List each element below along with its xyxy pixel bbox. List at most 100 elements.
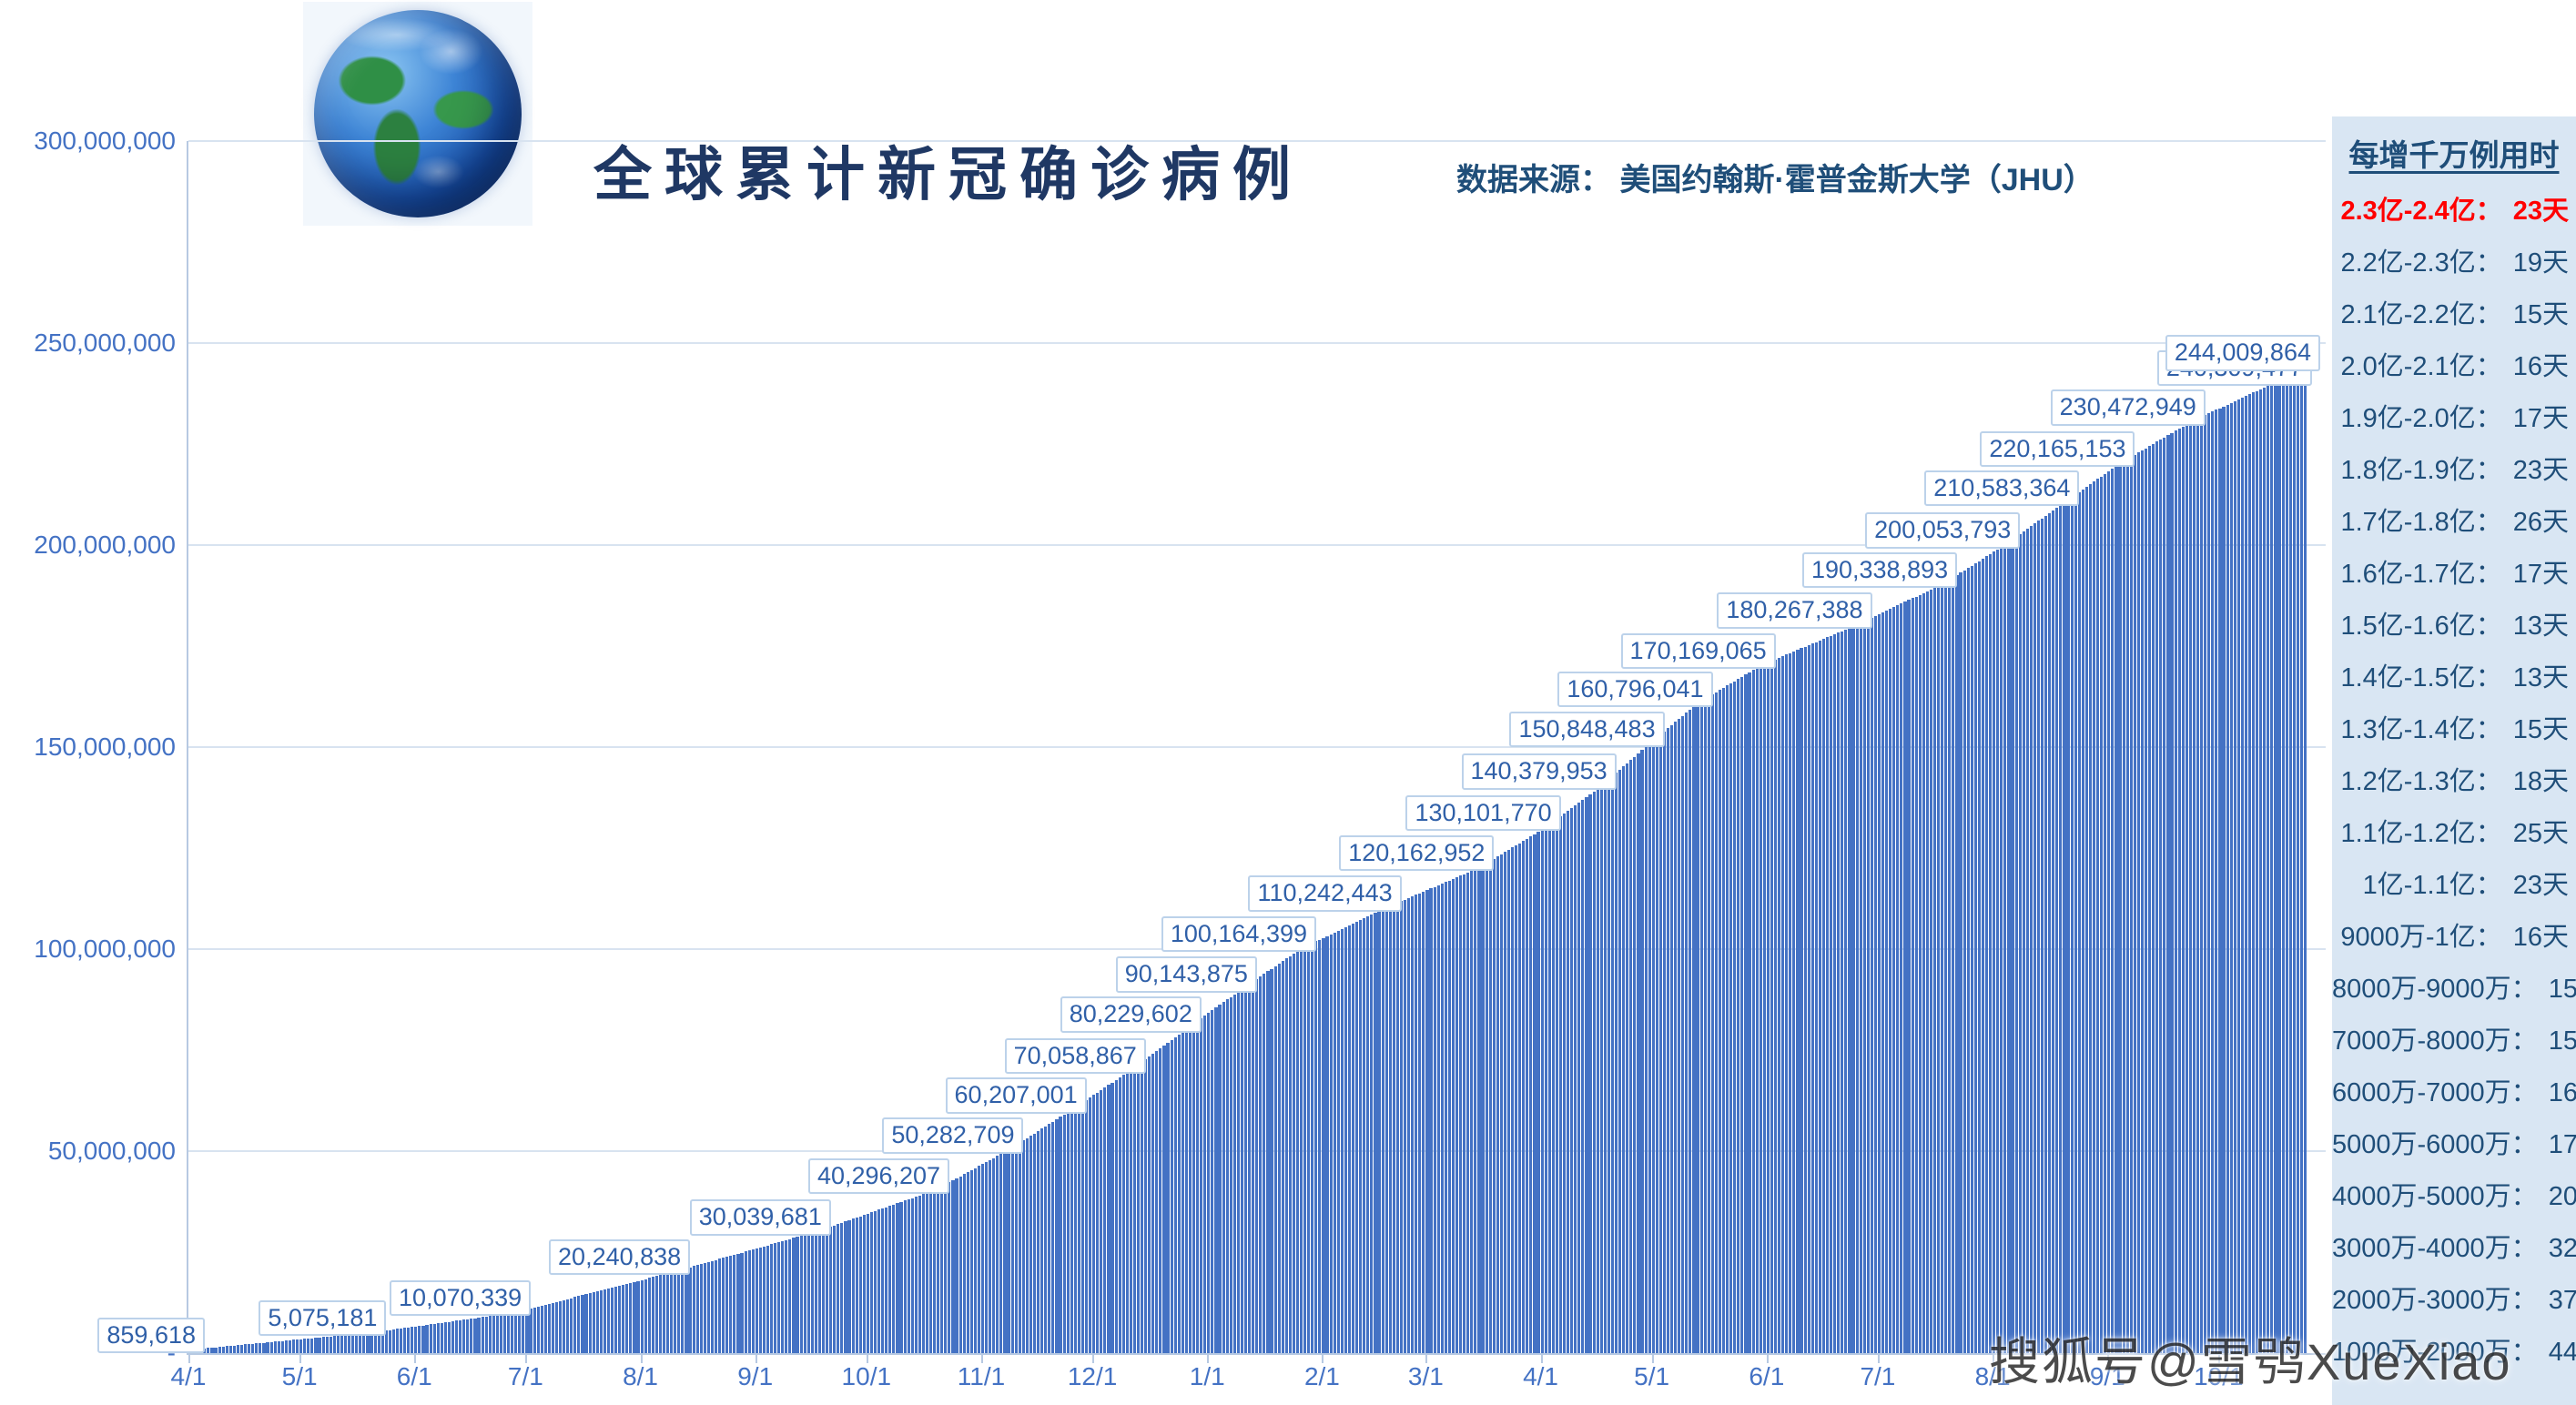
daily-bar — [1577, 802, 1581, 1353]
daily-bar — [1996, 549, 2000, 1353]
daily-bar — [1029, 1136, 1033, 1353]
daily-bar — [640, 1279, 644, 1353]
panel-row: 1亿-1.1亿： 23天 — [2332, 860, 2576, 912]
daily-bar — [1837, 632, 1841, 1353]
daily-bar — [443, 1322, 447, 1353]
x-axis-tick-label: 9/1 — [2089, 1362, 2125, 1390]
daily-bar — [2215, 409, 2218, 1353]
daily-bar — [1155, 1050, 1159, 1353]
panel-row-days: 37天 — [2548, 1286, 2576, 1315]
daily-bar — [495, 1315, 499, 1353]
daily-bar — [451, 1320, 455, 1353]
daily-bar — [1166, 1042, 1170, 1353]
daily-bar — [1678, 719, 1681, 1353]
daily-bar — [1870, 617, 1873, 1353]
panel-row-range: 1000万-2000万： — [2332, 1338, 2538, 1367]
daily-bar — [814, 1231, 817, 1353]
daily-bar — [1059, 1117, 1062, 1353]
daily-bar — [914, 1197, 918, 1353]
daily-bar — [570, 1298, 573, 1353]
milestone-label: 70,058,867 — [1004, 1037, 1146, 1074]
daily-bar — [1200, 1018, 1203, 1353]
daily-bar — [618, 1285, 622, 1353]
daily-bar — [826, 1228, 829, 1353]
daily-bar — [1907, 600, 1911, 1353]
daily-bar — [1855, 624, 1859, 1353]
daily-bar — [2192, 419, 2196, 1353]
daily-bar — [777, 1242, 781, 1353]
panel-row-range: 1.3亿-1.4亿： — [2340, 715, 2502, 744]
daily-bar — [799, 1236, 803, 1353]
daily-bar — [1522, 841, 1526, 1353]
daily-bar — [1240, 988, 1244, 1353]
daily-bar — [1903, 601, 1907, 1353]
daily-bar — [2233, 400, 2236, 1353]
daily-bar — [1637, 753, 1640, 1353]
daily-bar — [810, 1232, 814, 1353]
daily-bar — [2244, 396, 2247, 1353]
daily-bar — [577, 1296, 581, 1353]
milestone-label: 230,472,949 — [2050, 389, 2206, 426]
daily-bar — [1336, 930, 1340, 1353]
daily-bar — [1900, 603, 1903, 1353]
daily-bar — [1103, 1087, 1107, 1353]
daily-bar — [2088, 484, 2093, 1353]
x-axis-tick — [414, 1355, 417, 1363]
daily-bar — [1273, 965, 1277, 1353]
daily-bar — [1425, 890, 1429, 1353]
daily-bar — [1740, 676, 1744, 1353]
daily-bar — [999, 1154, 1003, 1353]
daily-bar — [1415, 895, 1418, 1353]
daily-bar — [1037, 1131, 1040, 1353]
daily-bar — [1973, 563, 1977, 1353]
daily-bar — [373, 1331, 377, 1353]
x-axis-tick-label: 8/1 — [623, 1362, 658, 1390]
daily-bar — [1814, 642, 1818, 1353]
page-title: 全球累计新冠确诊病例 — [593, 141, 1303, 207]
daily-bar — [1111, 1082, 1114, 1353]
daily-bar — [699, 1264, 703, 1353]
daily-bar — [1363, 918, 1366, 1353]
daily-bar — [722, 1258, 725, 1353]
panel-row-days: 16天 — [2548, 1078, 2576, 1107]
daily-bar — [2188, 421, 2192, 1353]
daily-bar — [477, 1317, 481, 1353]
daily-bar — [1685, 713, 1689, 1353]
daily-bar — [1851, 626, 1855, 1353]
daily-bar — [1377, 911, 1381, 1353]
daily-bar — [1192, 1023, 1196, 1353]
panel-row-range: 2.0亿-2.1亿： — [2340, 352, 2502, 381]
daily-bar — [355, 1333, 359, 1353]
daily-bar — [2118, 463, 2122, 1353]
daily-bar — [1547, 824, 1551, 1353]
panel-row-days: 25天 — [2512, 819, 2569, 848]
daily-bar — [1384, 907, 1388, 1353]
daily-bar — [2247, 394, 2252, 1353]
daily-bar — [1599, 785, 1603, 1353]
milestone-label: 110,242,443 — [1248, 875, 1402, 912]
daily-bar — [881, 1208, 885, 1353]
daily-bar — [244, 1344, 248, 1353]
daily-bar — [1762, 663, 1766, 1353]
daily-bar — [688, 1267, 692, 1353]
daily-bar — [962, 1174, 966, 1353]
daily-bar — [1952, 577, 1955, 1353]
daily-bar — [1229, 996, 1232, 1353]
daily-bar — [1129, 1069, 1132, 1353]
daily-bar — [1807, 645, 1810, 1353]
daily-bar — [629, 1282, 633, 1353]
panel-row: 2000万-3000万： 37天 — [2332, 1275, 2576, 1327]
daily-bar — [236, 1345, 240, 1353]
panel-rows: 2.3亿-2.4亿： 23天 2.2亿-2.3亿： 19天 2.1亿-2.2亿： 15天 2… — [2332, 186, 2576, 1379]
daily-bar — [1284, 958, 1288, 1353]
daily-bar — [395, 1329, 400, 1353]
panel-row-range: 2.2亿-2.3亿： — [2340, 248, 2502, 278]
x-axis-tick-label: 5/1 — [281, 1362, 318, 1390]
gridline — [188, 342, 2326, 344]
daily-bar — [2267, 385, 2270, 1353]
daily-bar — [362, 1333, 366, 1353]
daily-bar — [973, 1167, 977, 1353]
panel-row-range: 2.1亿-2.2亿： — [2340, 300, 2502, 329]
daily-bar — [2229, 402, 2233, 1353]
milestone-label: 90,143,875 — [1115, 956, 1257, 993]
